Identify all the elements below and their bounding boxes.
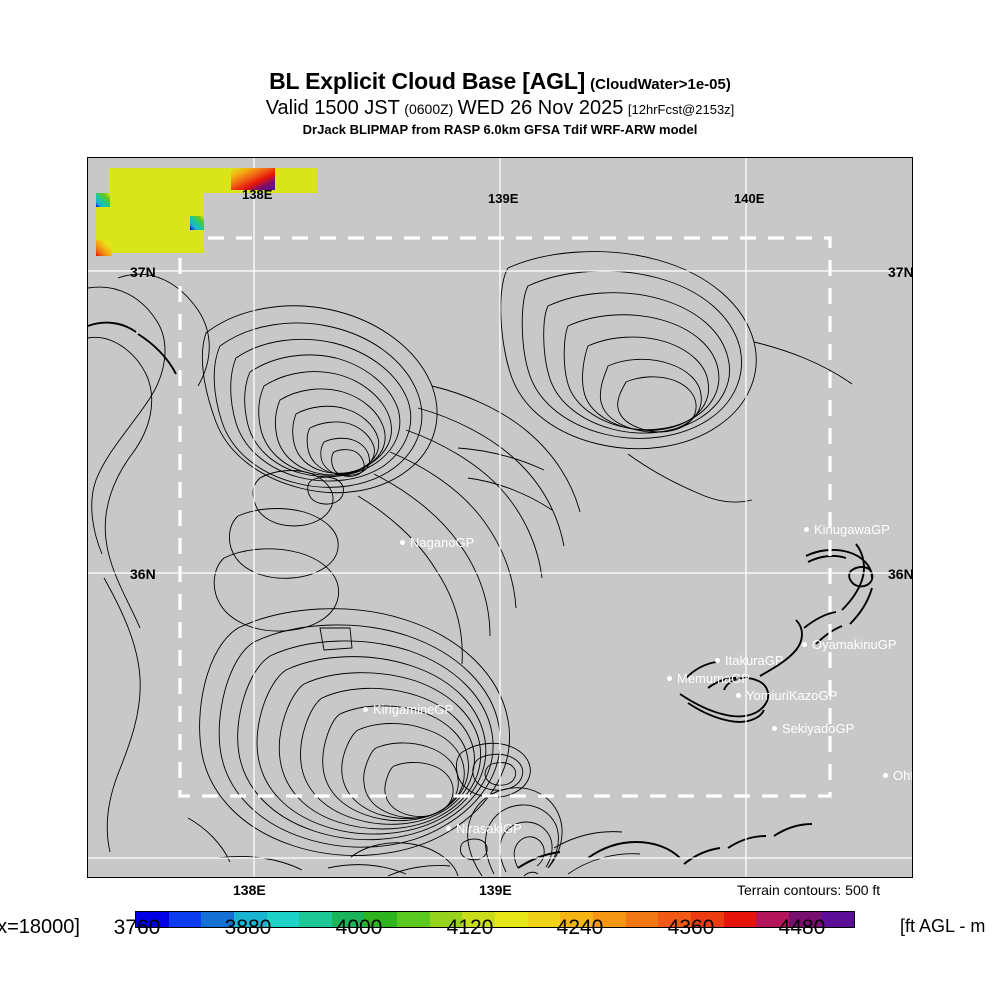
colorbar-segment-13 xyxy=(560,912,593,927)
colorbar-segment-15 xyxy=(625,912,659,927)
lon-label-top-139e: 139E xyxy=(488,191,519,206)
colorbar-tick-4120: 4120 xyxy=(446,916,494,939)
colorbar-segment-12 xyxy=(527,912,561,927)
lon-label-top-140e: 140E xyxy=(734,191,765,206)
colorbar-segment-21 xyxy=(821,912,855,927)
colorbar-tick-3760: 3760 xyxy=(113,916,161,939)
station-marker-icon xyxy=(883,773,888,778)
station-nirasaki[interactable]: NirasakiGP xyxy=(446,821,522,836)
lat-label-left-37n: 37N xyxy=(130,264,156,280)
colorbar-segment-1 xyxy=(168,912,202,927)
lon-label-top-138e: 138E xyxy=(242,187,273,202)
model-source-line: DrJack BLIPMAP from RASP 6.0km GFSA Tdif… xyxy=(302,122,698,137)
colorbar-segment-5 xyxy=(299,912,332,927)
station-label: NirasakiGP xyxy=(456,821,522,836)
colorbar[interactable] xyxy=(135,911,855,928)
colorbar-segment-16 xyxy=(658,912,691,927)
station-marker-icon xyxy=(736,693,741,698)
colorbar-segment-14 xyxy=(592,912,626,927)
colorbar-tick-4000: 4000 xyxy=(335,916,383,939)
station-label: YomiuriKazoGP xyxy=(746,688,838,703)
station-label: SekiyadoGP xyxy=(782,721,855,736)
colorbar-tick-4480: 4480 xyxy=(778,916,826,939)
station-marker-icon xyxy=(400,540,405,545)
station-label: KinugawaGP xyxy=(814,522,890,537)
colorbar-segment-10 xyxy=(462,912,496,927)
terrain-contours xyxy=(88,251,853,877)
title-line-1: BL Explicit Cloud Base [AGL] (CloudWater>… xyxy=(0,70,1000,93)
station-marker-icon xyxy=(363,707,368,712)
colorbar-segment-19 xyxy=(756,912,789,927)
station-kinugawa[interactable]: KinugawaGP xyxy=(804,522,890,537)
lon-label-bottom-138e: 138E xyxy=(233,882,266,898)
title-qualifier: (CloudWater>1e-05) xyxy=(590,76,731,93)
page-title: BL Explicit Cloud Base [AGL] xyxy=(269,68,586,94)
colorbar-segment-7 xyxy=(364,912,398,927)
lat-label-right-36n: 36N xyxy=(888,566,914,582)
colorbar-segment-11 xyxy=(495,912,528,927)
colorbar-tick-4240: 4240 xyxy=(556,916,604,939)
station-ohtone[interactable]: OhtoneAD xyxy=(883,768,912,783)
terrain-contour-note: Terrain contours: 500 ft xyxy=(737,882,881,898)
station-label: NaganoGP xyxy=(410,535,475,550)
colorbar-segment-8 xyxy=(397,912,430,927)
lat-label-left-36n: 36N xyxy=(130,566,156,582)
colorbar-max-label: ax=18000] xyxy=(0,916,80,938)
station-marker-icon xyxy=(667,676,672,681)
lat-label-right-37n: 37N xyxy=(888,264,914,280)
legend-color-patch xyxy=(96,168,318,256)
station-sekiyado[interactable]: SekiyadoGP xyxy=(772,721,854,736)
colorbar-segment-3 xyxy=(233,912,267,927)
colorbar-segment-2 xyxy=(201,912,234,927)
map-canvas[interactable]: 138E 139E 140E NaganoGP KinugawaGP Oyama… xyxy=(87,157,913,878)
colorbar-segment-9 xyxy=(429,912,463,927)
model-domain-boundary xyxy=(178,236,832,798)
title-line-2: Valid 1500 JST (0600Z) WED 26 Nov 2025 [… xyxy=(0,98,1000,118)
colorbar-segment-0 xyxy=(136,912,169,927)
station-itakura[interactable]: ItakuraGP xyxy=(715,653,784,668)
colorbar-segment-17 xyxy=(690,912,724,927)
coastline xyxy=(88,321,874,869)
map-graphics xyxy=(88,158,912,877)
station-label: ItakuraGP xyxy=(725,653,784,668)
station-marker-icon xyxy=(715,658,720,663)
colorbar-segment-6 xyxy=(331,912,365,927)
station-label: KirigamineGP xyxy=(373,702,454,717)
station-memuma[interactable]: MemumaGP xyxy=(667,671,750,686)
colorbar-segment-4 xyxy=(266,912,300,927)
station-marker-icon xyxy=(802,642,807,647)
station-label: OyamakinuGP xyxy=(812,637,897,652)
station-kirigamine[interactable]: KirigamineGP xyxy=(363,702,453,717)
station-marker-icon xyxy=(446,826,451,831)
colorbar-segment-20 xyxy=(788,912,822,927)
title-block: BL Explicit Cloud Base [AGL] (CloudWater>… xyxy=(0,70,1000,137)
station-oyamakinu[interactable]: OyamakinuGP xyxy=(802,637,897,652)
lon-label-bottom-139e: 139E xyxy=(479,882,512,898)
valid-time-utc: (0600Z) xyxy=(404,101,454,117)
valid-time: Valid 1500 JST xyxy=(265,97,400,119)
lat-lon-gridlines xyxy=(88,158,912,877)
station-nagano[interactable]: NaganoGP xyxy=(400,535,474,550)
station-marker-icon xyxy=(772,726,777,731)
station-marker-icon xyxy=(804,527,809,532)
colorbar-tick-4360: 4360 xyxy=(667,916,715,939)
forecast-stamp: [12hrFcst@2153z] xyxy=(627,102,735,117)
colorbar-units-label: [ft AGL - m xyxy=(900,916,986,936)
station-label: MemumaGP xyxy=(677,671,750,686)
colorbar-tick-3880: 3880 xyxy=(224,916,272,939)
colorbar-segment-18 xyxy=(723,912,757,927)
valid-date: WED 26 Nov 2025 xyxy=(457,97,624,119)
station-label: OhtoneAD xyxy=(893,768,912,783)
station-yomiurikazo[interactable]: YomiuriKazoGP xyxy=(736,688,837,703)
